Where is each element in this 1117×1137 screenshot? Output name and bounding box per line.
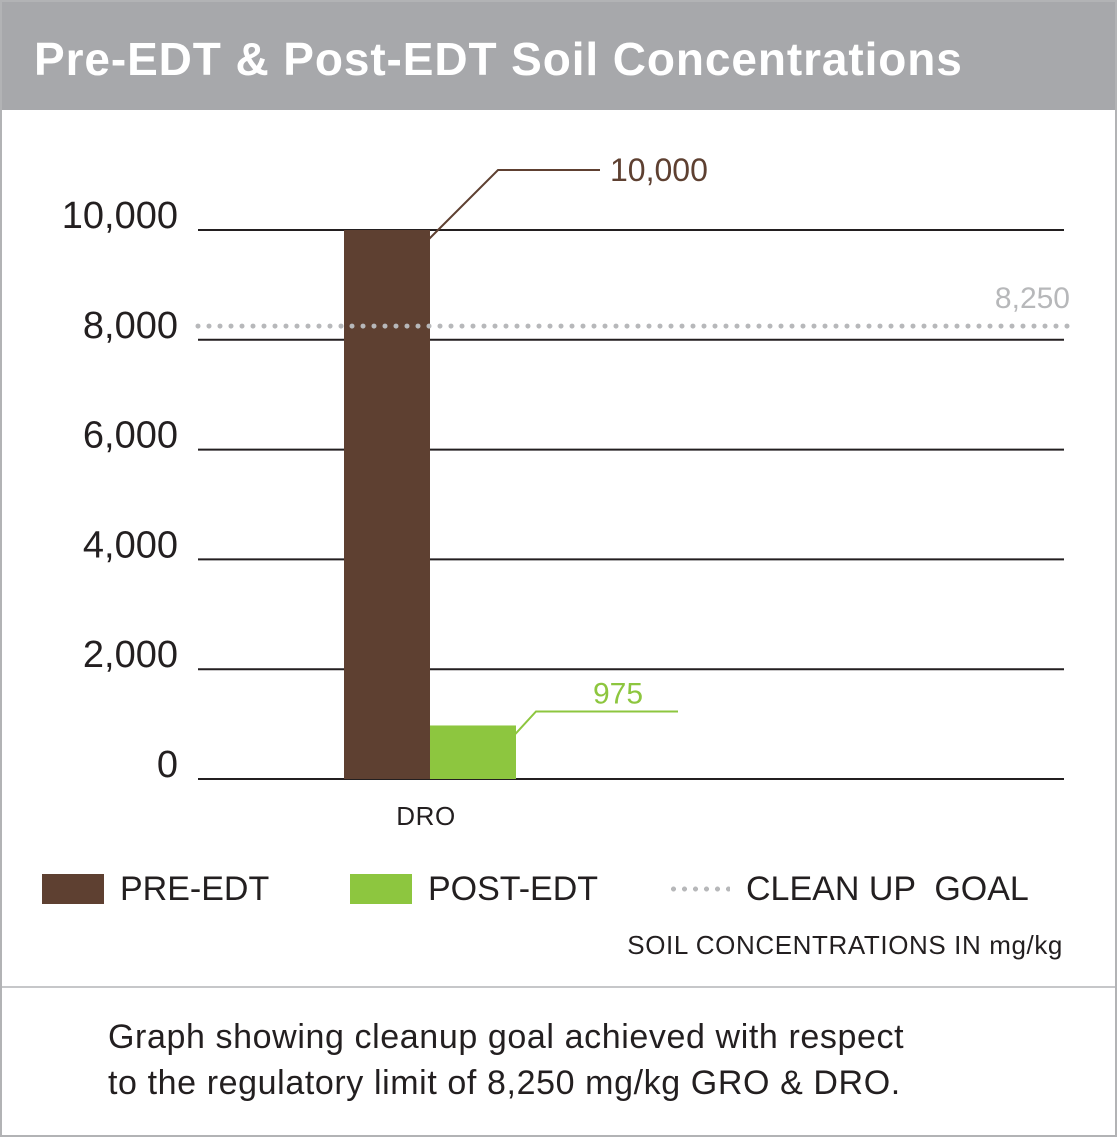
- legend-label-pre-edt: PRE-EDT: [120, 869, 270, 908]
- legend-label-post-edt: POST-EDT: [428, 869, 599, 908]
- data-label-pre-edt: 10,000: [610, 152, 708, 188]
- caption: Graph showing cleanup goal achieved with…: [108, 1014, 1068, 1106]
- legend: PRE-EDT POST-EDT CLEAN UP GOAL: [42, 864, 1072, 914]
- caption-divider: [2, 986, 1115, 988]
- clean-up-goal-value-label: 8,250: [995, 282, 1070, 315]
- data-label-leader-post-edt: [513, 710, 678, 737]
- legend-label-clean-up-goal: CLEAN UP GOAL: [746, 869, 1029, 908]
- legend-item-clean-up-goal: CLEAN UP GOAL: [668, 864, 1029, 914]
- caption-line-2: to the regulatory limit of 8,250 mg/kg G…: [108, 1064, 901, 1102]
- bar-post-edt: [430, 725, 516, 779]
- data-label-leader-pre-edt: [427, 169, 600, 241]
- bar-pre-edt: [344, 230, 430, 779]
- header-bar: Pre-EDT & Post-EDT Soil Concentrations: [2, 2, 1115, 110]
- y-tick-label-0: 0: [157, 744, 178, 786]
- bar-chart: 0 2,000 4,000 6,000 8,000 10,000 8,250 10,000 97…: [62, 152, 1073, 831]
- x-category-label-dro: DRO: [396, 801, 456, 831]
- y-tick-label-4000: 4,000: [83, 524, 178, 566]
- legend-swatch-clean-up-goal: [668, 886, 730, 892]
- legend-swatch-pre-edt: [42, 874, 104, 904]
- y-tick-label-2000: 2,000: [83, 634, 178, 676]
- legend-item-pre-edt: PRE-EDT: [42, 864, 269, 914]
- y-tick-label-8000: 8,000: [83, 305, 178, 347]
- y-tick-label-10000: 10,000: [62, 195, 178, 237]
- legend-swatch-post-edt: [350, 874, 412, 904]
- data-label-post-edt: 975: [593, 677, 643, 710]
- legend-item-post-edt: POST-EDT: [350, 864, 598, 914]
- chart-title: Pre-EDT & Post-EDT Soil Concentrations: [34, 33, 963, 85]
- caption-line-1: Graph showing cleanup goal achieved with…: [108, 1018, 905, 1056]
- units-note: SOIL CONCENTRATIONS IN mg/kg: [627, 930, 1063, 960]
- y-tick-label-6000: 6,000: [83, 415, 178, 457]
